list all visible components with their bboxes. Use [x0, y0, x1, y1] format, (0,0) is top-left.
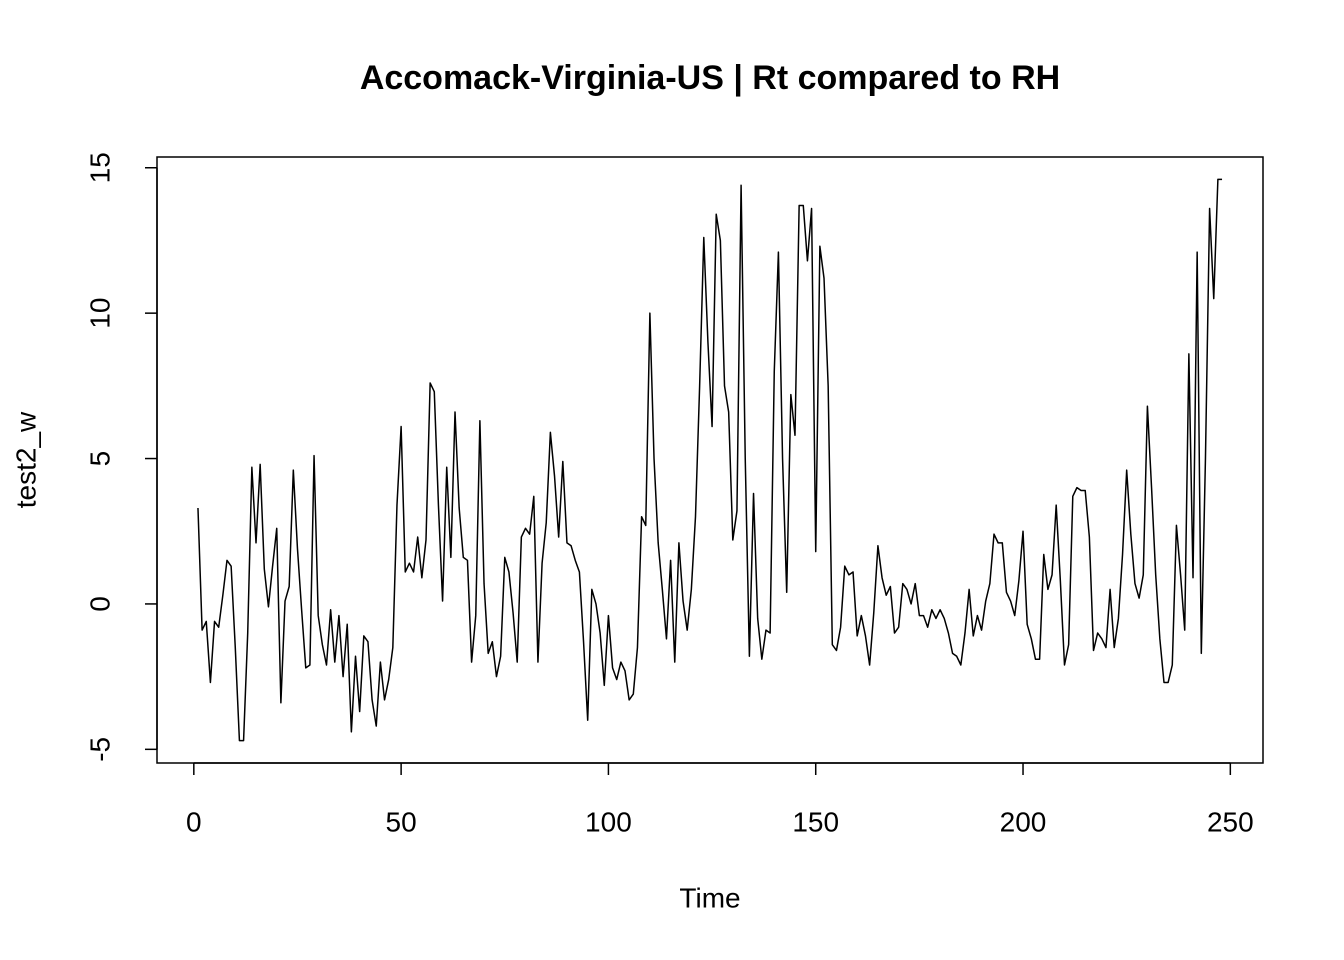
x-tick-label: 150 [792, 806, 839, 837]
y-tick-label: 15 [84, 152, 115, 183]
y-tick-label: 5 [84, 451, 115, 467]
x-tick-label: 100 [585, 806, 632, 837]
x-axis-label: Time [679, 882, 740, 913]
chart-title: Accomack-Virginia-US | Rt compared to RH [360, 59, 1060, 97]
data-line [197, 178, 1223, 742]
y-axis-label: test2_w [10, 411, 41, 508]
y-tick-label: 10 [84, 298, 115, 329]
x-tick-label: 250 [1207, 806, 1254, 837]
y-tick-label: 0 [84, 596, 115, 612]
x-tick-label: 200 [1000, 806, 1047, 837]
x-tick-label: 0 [186, 806, 202, 837]
x-tick-label: 50 [386, 806, 417, 837]
y-tick-label: -5 [84, 737, 115, 762]
